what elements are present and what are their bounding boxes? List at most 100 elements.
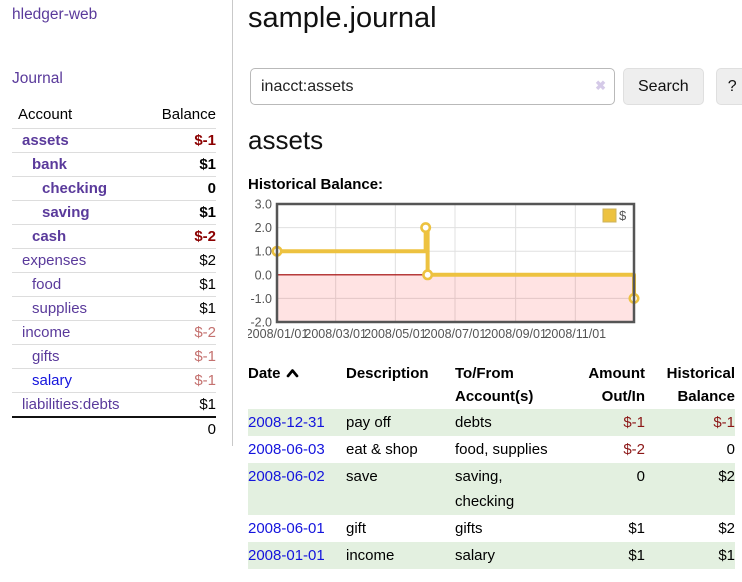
transaction-balance: $1	[718, 547, 735, 564]
register-header-date[interactable]: Date	[248, 361, 346, 409]
register-row[interactable]: 2008-06-02 save saving, checking 0 $2	[248, 463, 735, 515]
accounts-total-value: 0	[142, 416, 216, 441]
account-row: saving $1	[12, 200, 216, 225]
accounts-total-row: 0	[12, 416, 216, 441]
accounts-header-account: Account	[12, 103, 143, 129]
transaction-amount: $-2	[623, 441, 645, 458]
account-balance: $1	[199, 276, 216, 293]
transaction-description: eat & shop	[346, 441, 418, 458]
register-table: Date Description To/From Account(s) Amou…	[248, 361, 735, 569]
transaction-amount: $-1	[623, 414, 645, 431]
y-axis-tick: 1.0	[255, 245, 272, 259]
account-balance: $-2	[194, 228, 216, 245]
register-header-amount: Amount Out/In	[588, 365, 645, 405]
sort-ascending-icon	[286, 369, 298, 378]
x-axis-tick: 2008/07/01	[424, 327, 487, 341]
account-link-supplies[interactable]: supplies	[32, 300, 88, 317]
historical-balance-chart: $3.0 2.0 1.0 0.0 -1.0 -2.0 2008/01/01 2008/03/0…	[246, 198, 642, 346]
account-link-gifts[interactable]: gifts	[32, 348, 60, 365]
search-input[interactable]	[250, 68, 615, 105]
search-input-wrap: ✖	[250, 68, 615, 105]
transaction-amount: $1	[628, 547, 645, 564]
account-link-liabilities-debts[interactable]: liabilities:debts	[22, 396, 120, 413]
accounts-table: Account Balance assets $-1 bank $1 checking 0…	[12, 103, 216, 441]
account-link-checking[interactable]: checking	[42, 180, 108, 197]
register-row[interactable]: 2008-06-03 eat & shop food, supplies $-2 0	[248, 436, 735, 463]
x-axis-tick: 2008/11/01	[544, 327, 606, 341]
account-link-food[interactable]: food	[32, 276, 62, 293]
app-title-link[interactable]: hledger-web	[12, 6, 98, 23]
account-balance: $-2	[194, 324, 216, 341]
account-link-expenses[interactable]: expenses	[22, 252, 87, 269]
transaction-date-link[interactable]: 2008-12-31	[248, 414, 325, 431]
transaction-date-link[interactable]: 2008-06-02	[248, 468, 325, 485]
x-axis-tick: 2008/05/01	[364, 327, 427, 341]
transaction-accounts: gifts	[455, 520, 483, 537]
transaction-balance: $-1	[713, 414, 735, 431]
accounts-header-balance: Balance	[142, 103, 216, 129]
account-row: expenses $2	[12, 248, 216, 273]
account-link-saving[interactable]: saving	[42, 204, 90, 221]
y-axis-tick: 3.0	[255, 198, 272, 212]
register-row[interactable]: 2008-06-01 gift gifts $1 $2	[248, 515, 735, 542]
account-balance: $1	[199, 156, 216, 173]
account-row: checking 0	[12, 176, 216, 201]
account-row: salary $-1	[12, 368, 216, 393]
y-axis-tick: -1.0	[250, 292, 272, 306]
transaction-description: gift	[346, 520, 367, 537]
chart-canvas: $3.0 2.0 1.0 0.0 -1.0 -2.02008/01/012008/03/0…	[246, 198, 640, 341]
account-balance: $2	[199, 252, 216, 269]
y-axis-tick: 0.0	[255, 268, 272, 282]
account-balance: $1	[199, 396, 216, 413]
account-balance: $-1	[194, 132, 216, 149]
accounts-header-row: Account Balance	[12, 103, 216, 129]
register-header-accounts: To/From Account(s)	[455, 365, 534, 405]
register-header-balance: Historical Balance	[666, 365, 735, 405]
register-header-row: Date Description To/From Account(s) Amou…	[248, 361, 735, 409]
chart-title: Historical Balance:	[248, 176, 384, 193]
account-row: income $-2	[12, 320, 216, 345]
legend-label: $	[619, 208, 627, 223]
account-balance: $-1	[194, 348, 216, 365]
transaction-date-link[interactable]: 2008-06-03	[248, 441, 325, 458]
transaction-description: pay off	[346, 414, 391, 431]
transaction-amount: 0	[636, 468, 645, 485]
account-link-assets[interactable]: assets	[22, 132, 69, 149]
account-row: bank $1	[12, 152, 216, 177]
x-axis-tick: 2008/09/01	[484, 327, 547, 341]
register-row[interactable]: 2008-12-31 pay off debts $-1 $-1	[248, 409, 735, 436]
account-link-cash[interactable]: cash	[32, 228, 67, 245]
account-link-bank[interactable]: bank	[32, 156, 68, 173]
clear-icon[interactable]: ✖	[595, 78, 606, 93]
register-header-description: Description	[346, 365, 429, 382]
x-axis-tick: 2008/01/01	[248, 327, 308, 341]
transaction-date-link[interactable]: 2008-06-01	[248, 520, 325, 537]
accounts-total-spacer	[12, 416, 143, 441]
account-row: food $1	[12, 272, 216, 297]
account-link-income[interactable]: income	[22, 324, 71, 341]
sidebar-item-journal[interactable]: Journal	[12, 70, 63, 87]
transaction-accounts: salary	[455, 547, 496, 564]
transaction-balance: $2	[718, 468, 735, 485]
transaction-description: income	[346, 547, 395, 564]
account-row: supplies $1	[12, 296, 216, 321]
register-row[interactable]: 2008-01-01 income salary $1 $1	[248, 542, 735, 569]
transaction-accounts: saving, checking	[455, 468, 515, 510]
account-link-salary[interactable]: salary	[32, 372, 73, 389]
account-balance: 0	[207, 180, 216, 197]
transaction-balance: $2	[718, 520, 735, 537]
help-button[interactable]: ?	[715, 68, 742, 105]
search-button[interactable]: Search	[623, 68, 704, 105]
account-row: assets $-1	[12, 129, 216, 153]
search-form: ✖ Search ?	[250, 68, 742, 105]
account-balance: $1	[199, 300, 216, 317]
transaction-date-link[interactable]: 2008-01-01	[248, 547, 325, 564]
transaction-amount: $1	[628, 520, 645, 537]
account-balance: $1	[199, 204, 216, 221]
page-title: sample.journal	[248, 2, 437, 34]
legend-swatch	[602, 208, 617, 223]
transaction-balance: 0	[726, 441, 735, 458]
y-axis-tick: -2.0	[250, 316, 272, 330]
transaction-accounts: debts	[455, 414, 492, 431]
y-axis-tick: 2.0	[255, 221, 272, 235]
